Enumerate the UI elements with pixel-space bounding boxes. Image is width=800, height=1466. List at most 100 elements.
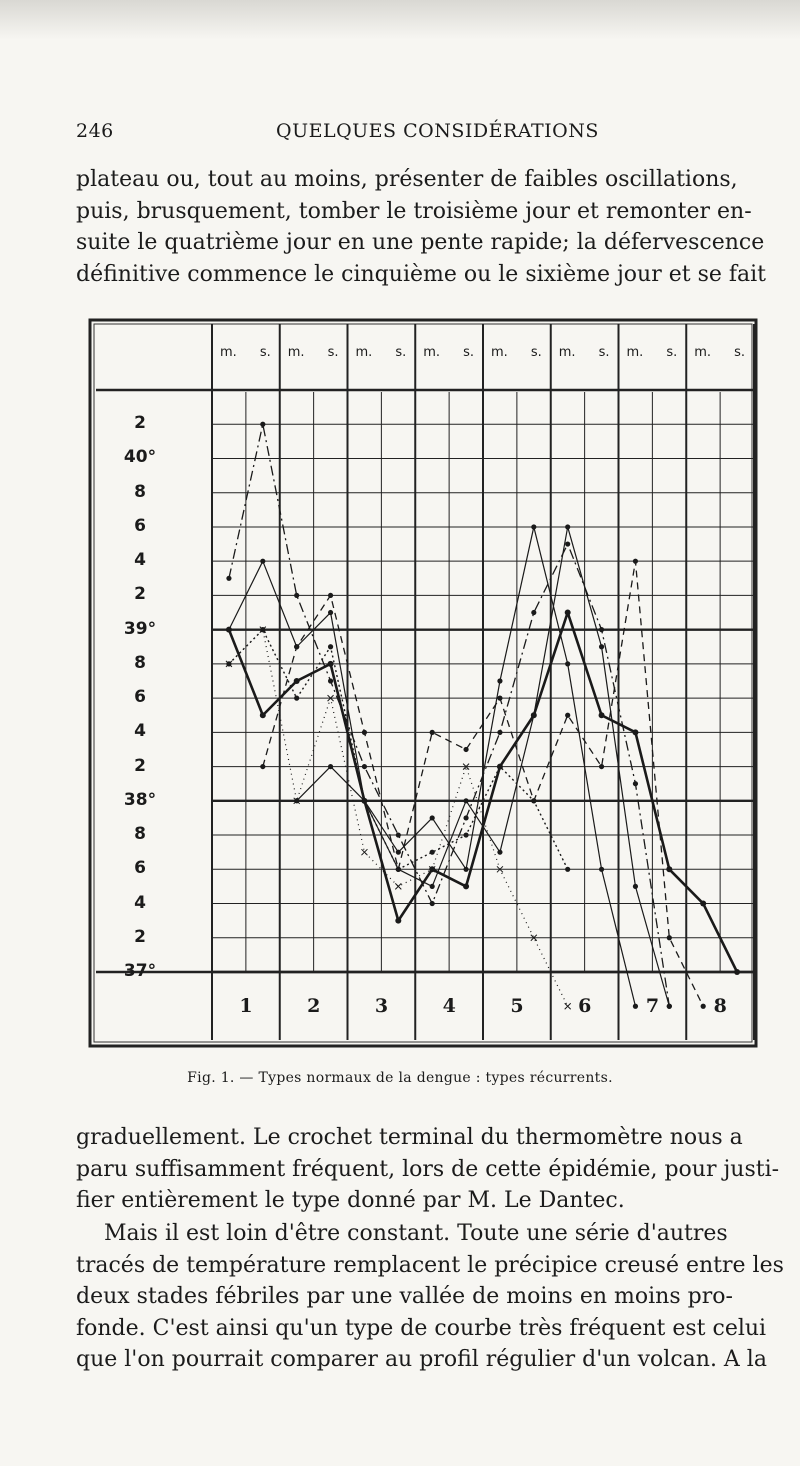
- series-point: [565, 661, 571, 667]
- series-point: [361, 798, 368, 804]
- series-point: [565, 712, 571, 718]
- series-point: [463, 815, 469, 821]
- series-point: [395, 866, 401, 872]
- series-point: [293, 797, 301, 805]
- series-point: [462, 763, 470, 770]
- series-point: [565, 866, 571, 872]
- series-point: [226, 627, 232, 633]
- day-label: 5: [510, 995, 524, 1017]
- series-point: [259, 712, 266, 719]
- col-header: m.: [220, 345, 237, 360]
- text-line: Mais il est loin d'être constant. Toute …: [104, 1221, 728, 1246]
- y-tick-label: 40°: [123, 447, 157, 468]
- series-point: [327, 763, 334, 770]
- col-header: s.: [530, 345, 542, 360]
- y-tick-label: 4: [134, 721, 146, 742]
- y-tick-label: 38°: [123, 789, 157, 810]
- series-point: [531, 524, 537, 530]
- series-point: [734, 969, 741, 975]
- y-tick-label: 37°: [123, 961, 157, 981]
- series-point: [497, 763, 503, 770]
- series-point: [531, 798, 537, 804]
- series-point: [700, 900, 707, 907]
- series-point: [429, 900, 435, 907]
- day-label: 2: [307, 995, 321, 1017]
- series-point: [463, 883, 470, 890]
- series-point: [598, 712, 605, 719]
- text-line: paru suffisamment fréquent, lors de cett…: [76, 1156, 780, 1182]
- col-header: m.: [626, 345, 644, 360]
- series-line-3: [296, 526, 670, 1007]
- col-header: s.: [734, 345, 746, 360]
- series-point: [565, 524, 571, 530]
- series-point: [564, 1002, 572, 1010]
- page-number: 246: [76, 120, 114, 142]
- y-tick-label: 6: [134, 858, 146, 879]
- series-point: [497, 849, 503, 855]
- figure-frame: [88, 318, 758, 1048]
- series-point: [260, 763, 266, 770]
- series-point: [632, 729, 639, 736]
- series-point: [666, 935, 672, 941]
- series-point: [293, 678, 300, 684]
- series-point: [226, 575, 232, 581]
- series-point: [327, 660, 334, 667]
- series-point: [632, 1003, 639, 1009]
- series-point: [632, 883, 639, 890]
- text-line: fonde. C'est ainsi qu'un type de courbe …: [76, 1315, 767, 1341]
- y-tick-label: 39°: [123, 618, 157, 639]
- y-tick-label: 2: [134, 926, 146, 947]
- y-tick-label: 4: [134, 550, 146, 571]
- y-tick-label: 6: [134, 687, 146, 708]
- series-point: [394, 883, 402, 890]
- series-point: [497, 678, 503, 684]
- series-point: [225, 660, 233, 668]
- day-label: 1: [239, 995, 253, 1017]
- series-line-4: [228, 423, 670, 1007]
- col-header: m.: [491, 345, 508, 360]
- series-point: [294, 644, 300, 650]
- series-point: [530, 934, 538, 942]
- running-title: QUELQUES CONSIDÉRATIONS: [276, 120, 599, 142]
- col-header: m.: [355, 345, 373, 360]
- y-tick-label: 8: [134, 481, 146, 502]
- text-line: définitive commence le cinquième ou le s…: [76, 261, 767, 287]
- series-point: [700, 1003, 706, 1009]
- y-tick-label: 2: [134, 584, 146, 605]
- col-header: m.: [694, 345, 712, 360]
- series-point: [361, 729, 368, 735]
- col-header: s.: [463, 345, 475, 360]
- page-edge-shade: [0, 0, 800, 40]
- y-tick-label: 8: [134, 824, 146, 845]
- series-point: [598, 866, 605, 872]
- series-point: [463, 746, 469, 753]
- series-point: [497, 695, 503, 701]
- paragraph-2: graduellement. Le crochet terminal du th…: [76, 1122, 780, 1217]
- series-point: [531, 712, 537, 718]
- series-point: [327, 694, 334, 702]
- day-label: 3: [374, 995, 389, 1017]
- text-line: puis, brusquement, tomber le troisième j…: [76, 198, 752, 224]
- series-point: [497, 729, 503, 735]
- series-point: [565, 541, 571, 547]
- series-point: [666, 1003, 672, 1009]
- col-header: s.: [666, 345, 678, 360]
- col-header: m.: [423, 345, 441, 360]
- series-point: [259, 626, 267, 634]
- y-tick-label: 6: [134, 515, 146, 536]
- text-line: plateau ou, tout au moins, présenter de …: [76, 167, 738, 192]
- series-point: [632, 781, 639, 787]
- series-point: [327, 644, 334, 650]
- col-header: m.: [558, 345, 576, 360]
- paragraph-1: plateau ou, tout au moins, présenter de …: [76, 164, 780, 290]
- day-label: 8: [713, 995, 727, 1017]
- series-point: [395, 917, 402, 924]
- series-point: [463, 798, 469, 804]
- series-point: [395, 832, 401, 838]
- series-point: [598, 763, 605, 770]
- temperature-chart: [88, 318, 758, 1048]
- day-label: 6: [578, 995, 592, 1017]
- col-header: s.: [259, 345, 271, 360]
- text-line: deux stades fébriles par une vallée de m…: [76, 1284, 733, 1309]
- series-point: [429, 815, 435, 821]
